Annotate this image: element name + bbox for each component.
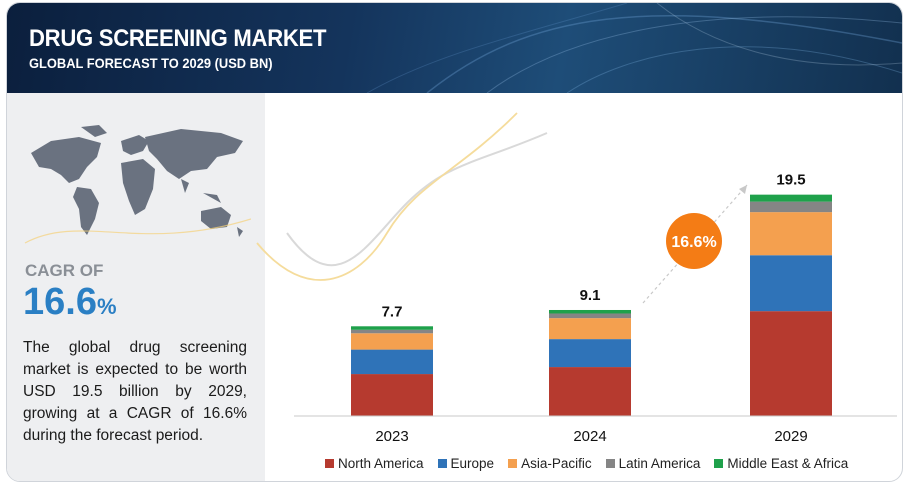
x-tick-label-2023: 2023 (375, 428, 408, 445)
stacked-bar-chart: 7.7 2023 9.1 2024 19.5 2029 16.6% (256, 112, 897, 445)
page-subtitle: GLOBAL FORECAST TO 2029 (USD BN) (29, 55, 273, 71)
bar-segment-2023-latin-america (351, 329, 433, 334)
decorative-swooshes (256, 112, 548, 281)
bar-segment-2023-middle-east-africa (351, 326, 433, 330)
world-map-icon (24, 125, 251, 244)
header-banner: DRUG SCREENING MARKET GLOBAL FORECAST TO… (7, 3, 902, 93)
legend-label: Europe (450, 456, 495, 471)
legend-label: Latin America (618, 456, 701, 471)
bar-segment-2029-latin-america (750, 201, 832, 213)
legend-label: Asia-Pacific (521, 456, 592, 471)
cagr-value: 16.6% (23, 281, 117, 324)
legend-swatch (605, 459, 615, 468)
legend-swatch (325, 459, 334, 468)
legend-label: Middle East & Africa (727, 456, 849, 471)
page-title: DRUG SCREENING MARKET (29, 25, 327, 52)
cagr-arrow-head (739, 185, 747, 194)
bar-segment-2024-middle-east-africa (549, 309, 631, 314)
infographic-frame: DRUG SCREENING MARKET GLOBAL FORECAST TO… (6, 2, 903, 482)
bar-total-label-2024: 9.1 (580, 287, 601, 304)
x-tick-label-2024: 2024 (573, 428, 606, 445)
bar-segment-2029-middle-east-africa (750, 194, 832, 202)
market-description: The global drug screening market is expe… (23, 339, 247, 444)
bar-segment-2023-asia-pacific (351, 333, 433, 350)
cagr-bubble (666, 213, 722, 269)
legend-item-middle-east-africa: Middle East & Africa (714, 456, 848, 471)
bar-segment-2024-asia-pacific (549, 318, 631, 340)
chart-legend: North America Europe Asia-Pacific Latin Ame… (325, 456, 848, 471)
bar-segment-2029-asia-pacific (750, 212, 832, 256)
legend-item-europe: Europe (437, 456, 495, 471)
legend-swatch (508, 459, 518, 468)
legend-swatch (437, 459, 447, 468)
banner-light-streaks (366, 3, 902, 93)
bar-segment-2029-north-america (750, 311, 832, 416)
bar-segment-2029-europe (750, 255, 832, 312)
bar-segment-2024-latin-america (549, 313, 631, 319)
cagr-label: CAGR OF (25, 261, 104, 280)
legend-swatch (714, 459, 724, 468)
bar-segment-2023-north-america (351, 374, 433, 416)
bar-segment-2023-europe (351, 349, 433, 375)
bar-total-label-2029: 19.5 (776, 172, 805, 189)
legend-item-latin-america: Latin America (605, 456, 701, 471)
cagr-bubble-label: 16.6% (671, 234, 716, 251)
legend-item-north-america: North America (325, 456, 424, 471)
bar-total-label-2023: 7.7 (382, 303, 403, 320)
bar-segment-2024-north-america (549, 367, 631, 416)
cagr-number: 16.6 (23, 281, 97, 323)
legend-label: North America (338, 456, 424, 471)
bar-segment-2024-europe (549, 339, 631, 368)
legend-item-asia-pacific: Asia-Pacific (508, 456, 592, 471)
x-tick-label-2029: 2029 (774, 428, 807, 445)
left-panel: CAGR OF 16.6% The global drug screening … (7, 93, 265, 481)
cagr-percent-sign: % (96, 294, 117, 319)
